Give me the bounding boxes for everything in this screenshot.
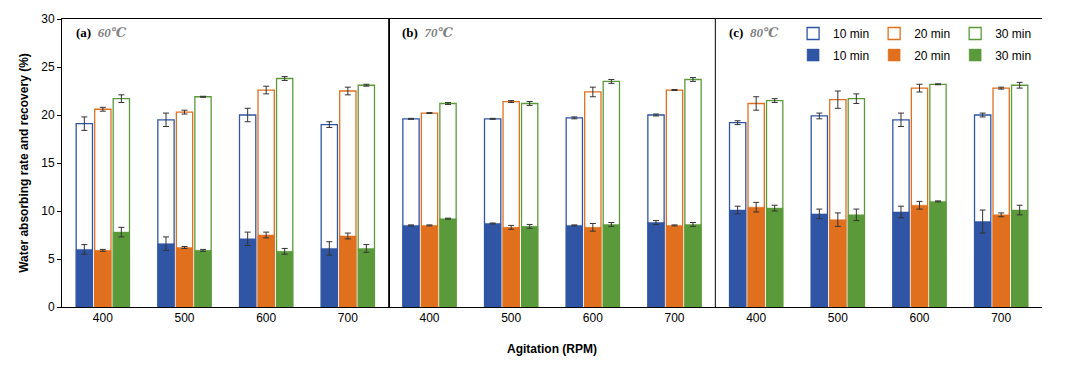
svg-text:(c) 80℃: (c) 80℃	[729, 25, 779, 40]
svg-text:Water absorbing rate and recov: Water absorbing rate and recovery (%)	[17, 53, 31, 273]
svg-text:15: 15	[41, 156, 55, 170]
svg-text:20 min: 20 min	[914, 49, 950, 63]
svg-text:700: 700	[664, 311, 684, 325]
svg-text:20: 20	[41, 108, 55, 122]
svg-text:700: 700	[991, 311, 1011, 325]
svg-text:(a) 60℃: (a) 60℃	[76, 25, 127, 40]
svg-text:600: 600	[909, 311, 929, 325]
svg-text:(b) 70℃: (b) 70℃	[402, 25, 453, 40]
svg-text:30 min: 30 min	[995, 49, 1031, 63]
svg-text:500: 500	[828, 311, 848, 325]
svg-text:5: 5	[48, 252, 55, 266]
svg-text:30 min: 30 min	[995, 27, 1031, 41]
svg-text:10: 10	[41, 204, 55, 218]
svg-text:600: 600	[256, 311, 276, 325]
svg-text:700: 700	[338, 311, 358, 325]
svg-text:500: 500	[174, 311, 194, 325]
svg-text:25: 25	[41, 60, 55, 74]
svg-text:600: 600	[583, 311, 603, 325]
svg-text:0: 0	[48, 300, 55, 314]
svg-text:400: 400	[419, 311, 439, 325]
svg-text:400: 400	[746, 311, 766, 325]
svg-text:10 min: 10 min	[833, 49, 869, 63]
svg-text:30: 30	[41, 12, 55, 26]
svg-text:20 min: 20 min	[914, 27, 950, 41]
svg-text:500: 500	[501, 311, 521, 325]
svg-text:Agitation (RPM): Agitation (RPM)	[507, 342, 597, 356]
svg-text:400: 400	[93, 311, 113, 325]
svg-text:10 min: 10 min	[833, 27, 869, 41]
